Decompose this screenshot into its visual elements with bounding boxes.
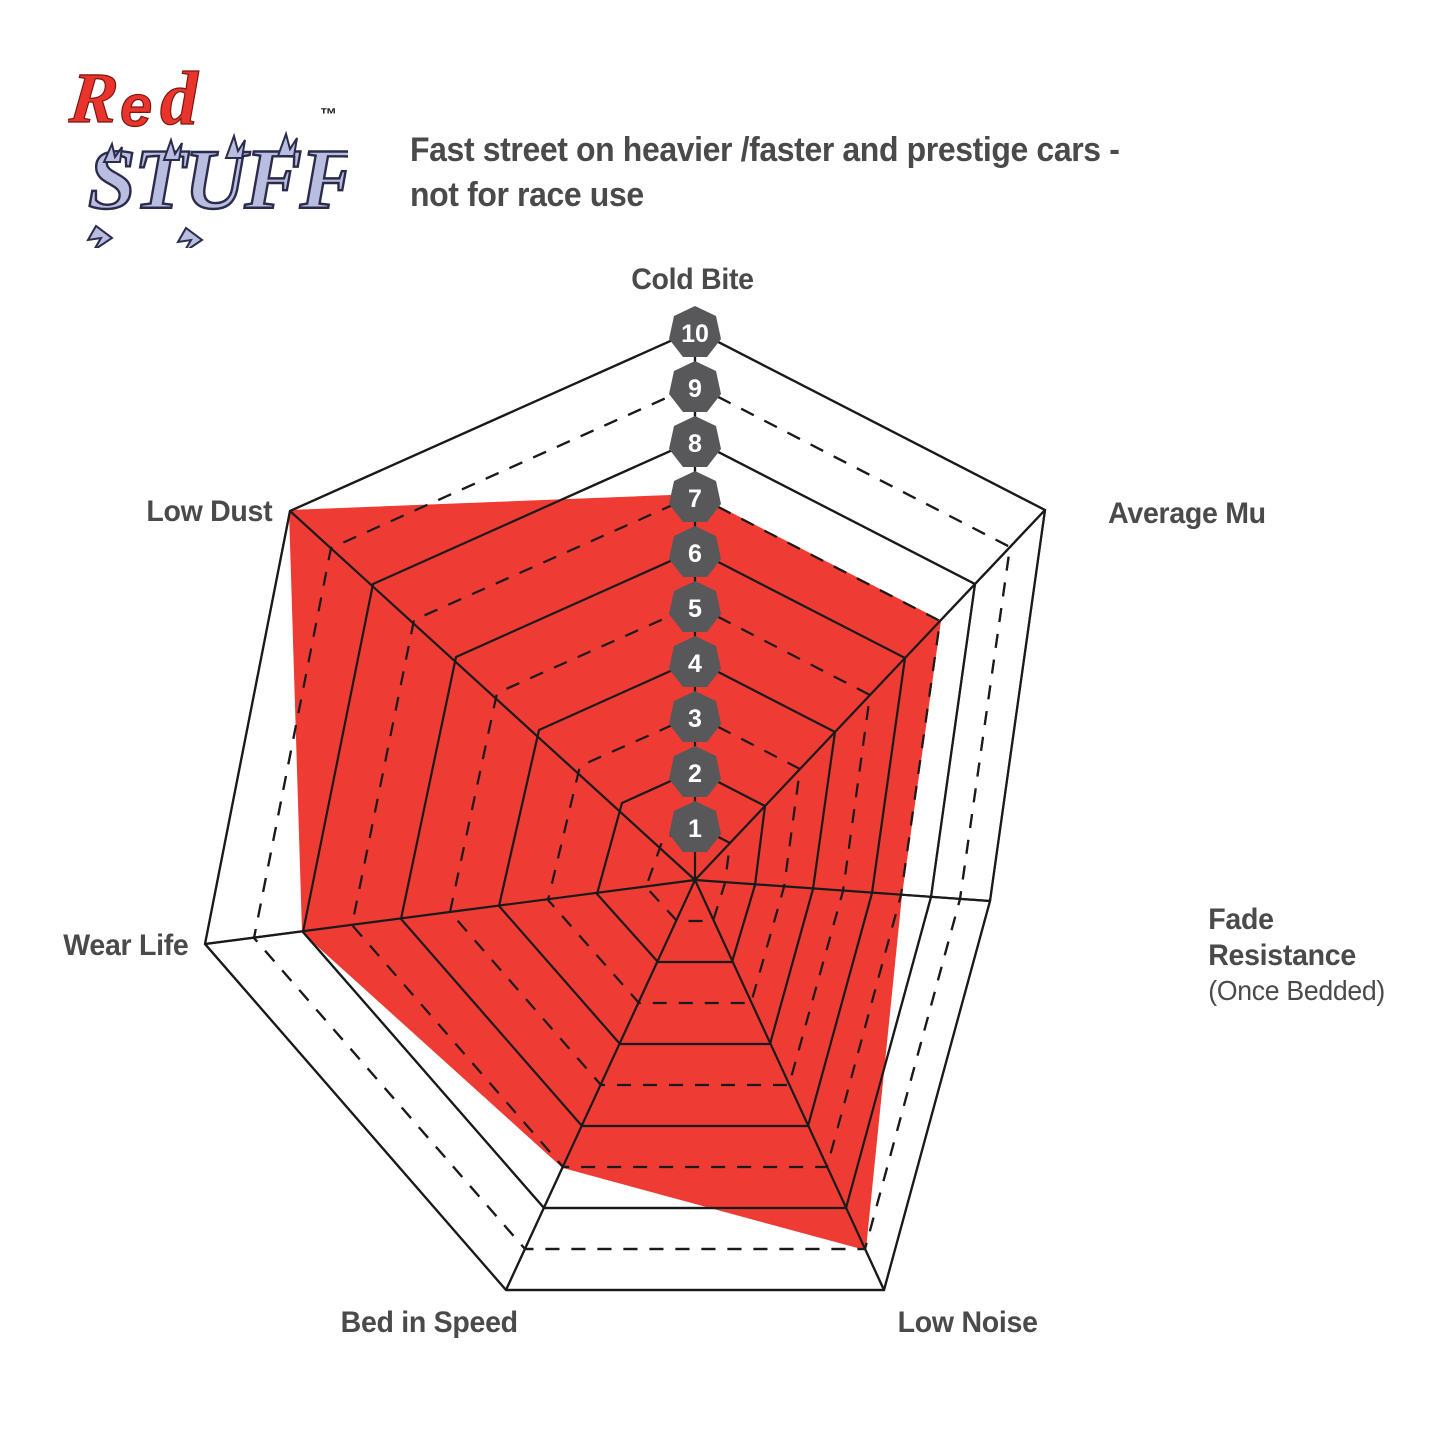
- red-stuff-logo: R e d STUFF ™: [68, 58, 348, 248]
- scale-marker-10-label: 10: [681, 320, 709, 348]
- scale-marker-6-label: 6: [688, 540, 702, 568]
- axis-label-low-dust: Low Dust: [146, 495, 273, 528]
- scale-marker-9-label: 9: [688, 375, 702, 403]
- scale-marker-7: 7: [669, 471, 721, 522]
- axis-label-average-mu: Average Mu: [1108, 497, 1266, 530]
- scale-marker-4-label: 4: [688, 650, 702, 678]
- scale-markers: 10 9 8 7: [669, 306, 721, 852]
- axis-label-cold-bite: Cold Bite: [631, 263, 754, 296]
- scale-marker-8-label: 8: [688, 430, 702, 458]
- scale-marker-5: 5: [669, 581, 721, 632]
- radar-grid-overlay: [203, 328, 1047, 1292]
- scale-marker-6: 6: [669, 526, 721, 577]
- scale-marker-9: 9: [669, 361, 721, 412]
- scale-marker-2: 2: [669, 746, 721, 797]
- axis-label-fade-resistance: Fade Resistance (Once Bedded): [1208, 902, 1408, 1008]
- scale-marker-7-label: 7: [688, 485, 702, 513]
- axis-label-fade-line2: Resistance: [1208, 939, 1356, 972]
- logo-red-word: R e d: [68, 58, 200, 142]
- axis-label-fade-sub: (Once Bedded): [1208, 975, 1385, 1006]
- scale-marker-1-label: 1: [688, 815, 702, 843]
- logo-stuff-word: STUFF: [86, 130, 348, 248]
- svg-text:STUFF: STUFF: [88, 131, 348, 227]
- scale-marker-3: 3: [669, 691, 721, 742]
- svg-text:e: e: [120, 74, 152, 139]
- axis-label-wear-life: Wear Life: [63, 929, 189, 962]
- scale-marker-4: 4: [669, 636, 721, 687]
- scale-marker-1: 1: [669, 801, 721, 852]
- axis-label-low-noise: Low Noise: [897, 1306, 1038, 1339]
- scale-marker-2-label: 2: [688, 760, 702, 788]
- scale-marker-3-label: 3: [688, 705, 702, 733]
- scale-marker-8: 8: [669, 416, 721, 467]
- axis-label-fade-line1: Fade: [1208, 903, 1274, 936]
- axis-label-bed-in-speed: Bed in Speed: [340, 1306, 518, 1339]
- svg-text:R: R: [68, 58, 122, 138]
- scale-marker-5-label: 5: [688, 595, 702, 623]
- trademark-symbol: ™: [320, 105, 337, 124]
- scale-marker-10: 10: [669, 306, 721, 357]
- headline-text: Fast street on heavier /faster and prest…: [410, 131, 1120, 215]
- series-polygon-red-stuff: [288, 493, 942, 1251]
- svg-text:d: d: [160, 58, 199, 141]
